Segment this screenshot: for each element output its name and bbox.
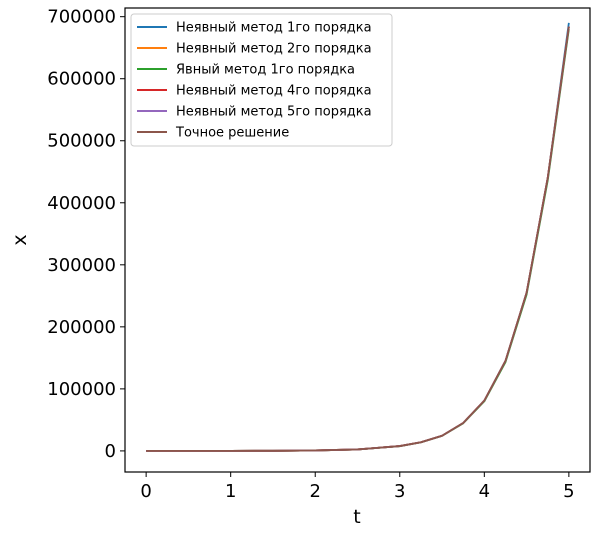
x-tick-label: 1 bbox=[225, 481, 236, 502]
legend-label: Неявный метод 1го порядка bbox=[176, 21, 372, 36]
y-tick-label: 400000 bbox=[47, 193, 116, 214]
legend-label: Явный метод 1го порядка bbox=[176, 63, 355, 78]
legend: Неявный метод 1го порядка Неявный метод 2… bbox=[130, 13, 393, 147]
y-axis: 0 100000 200000 300000 400000 500000 600000 700… bbox=[47, 7, 125, 462]
x-axis-label: t bbox=[353, 506, 360, 528]
y-tick-label: 300000 bbox=[47, 255, 116, 276]
plot-frame bbox=[124, 7, 591, 473]
x-tick-label: 3 bbox=[394, 481, 405, 502]
x-tick-label: 0 bbox=[140, 481, 151, 502]
y-axis-label: x bbox=[9, 234, 31, 245]
y-tick-label: 600000 bbox=[47, 69, 116, 90]
y-tick-label: 0 bbox=[105, 441, 116, 462]
series-layer bbox=[146, 22, 570, 452]
x-axis: 0 1 2 3 4 5 bbox=[140, 472, 575, 502]
x-tick-label: 5 bbox=[563, 481, 574, 502]
y-tick-label: 700000 bbox=[47, 7, 116, 28]
series-line-6 bbox=[146, 26, 570, 452]
legend-box bbox=[130, 13, 393, 147]
legend-label: Неявный метод 2го порядка bbox=[176, 42, 372, 57]
legend-label: Неявный метод 4го порядка bbox=[176, 84, 372, 99]
legend-label: Точное решение bbox=[175, 126, 289, 141]
x-tick-label: 2 bbox=[310, 481, 321, 502]
y-tick-label: 100000 bbox=[47, 379, 116, 400]
y-tick-label: 500000 bbox=[47, 131, 116, 152]
legend-label: Неявный метод 5го порядка bbox=[176, 105, 372, 120]
x-tick-label: 4 bbox=[479, 481, 490, 502]
y-tick-label: 200000 bbox=[47, 317, 116, 338]
